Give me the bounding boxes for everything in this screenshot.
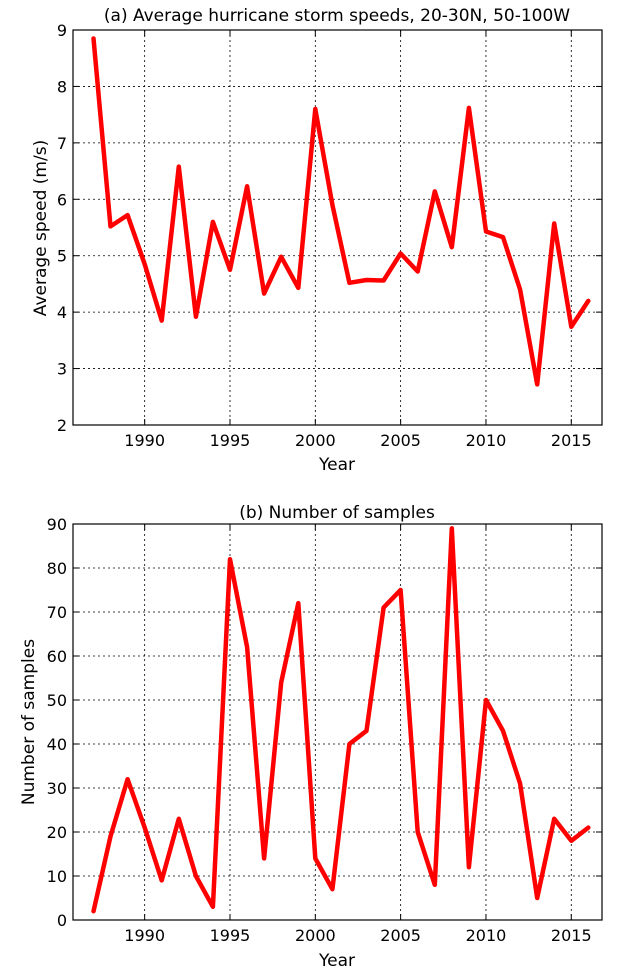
x-tick-label: 2010: [466, 926, 507, 945]
x-tick-label: 1995: [210, 926, 251, 945]
x-tick-label: 2005: [380, 431, 421, 450]
y-tick-label: 5: [57, 247, 67, 266]
panel-a-ylabel: Average speed (m/s): [31, 140, 51, 316]
panel-b-samples-chart: (b) Number of samples 1990 1995 2000 2005 20…: [19, 503, 603, 971]
y-tick-label: 60: [47, 647, 67, 666]
series-line: [91, 526, 591, 914]
x-tick-label: 2005: [380, 926, 421, 945]
y-tick-label: 40: [47, 735, 67, 754]
panel-a-speed-chart: (a) Average hurricane storm speeds, 20-3…: [31, 6, 603, 475]
y-tick-label: 4: [57, 303, 67, 322]
y-tick-label: 50: [47, 691, 67, 710]
x-tick-label: 1990: [124, 926, 165, 945]
x-tick-label: 1990: [124, 431, 165, 450]
panel-a-frame: [72, 29, 603, 426]
panel-a-grid: [73, 30, 602, 425]
y-tick-label: 90: [47, 515, 67, 534]
y-tick-label: 0: [57, 911, 67, 930]
panel-b-ylabel: Number of samples: [19, 639, 39, 805]
x-tick-label: 1995: [210, 431, 251, 450]
x-tick-label: 2015: [551, 431, 592, 450]
x-tick-label: 2000: [295, 926, 336, 945]
panel-b-title: (b) Number of samples: [239, 503, 435, 523]
y-tick-label: 10: [47, 867, 67, 886]
panel-b-frame: [72, 523, 603, 921]
panel-b-ticks: 1990 1995 2000 2005 2010 2015 0 10 20 30 40 50 60 70 8…: [47, 515, 602, 945]
panel-a-xlabel: Year: [318, 455, 355, 475]
y-tick-label: 3: [57, 360, 67, 379]
panel-b-series: [91, 526, 591, 914]
panel-b-xlabel: Year: [318, 951, 355, 971]
y-tick-label: 30: [47, 779, 67, 798]
y-tick-label: 9: [57, 21, 67, 40]
panel-a-title: (a) Average hurricane storm speeds, 20-3…: [104, 6, 570, 26]
y-tick-label: 2: [57, 416, 67, 435]
y-tick-label: 7: [57, 134, 67, 153]
panel-b-grid: [73, 524, 602, 920]
series-line: [91, 36, 591, 387]
panel-a-ticks: 1990 1995 2000 2005 2010 2015 2 3 4 5 6 7 8 9: [57, 21, 602, 450]
y-tick-label: 8: [57, 77, 67, 96]
x-tick-label: 2015: [551, 926, 592, 945]
x-tick-label: 2010: [466, 431, 507, 450]
y-tick-label: 6: [57, 190, 67, 209]
y-tick-label: 20: [47, 823, 67, 842]
panel-a-series: [91, 36, 591, 387]
x-tick-label: 2000: [295, 431, 336, 450]
y-tick-label: 80: [47, 559, 67, 578]
y-tick-label: 70: [47, 603, 67, 622]
